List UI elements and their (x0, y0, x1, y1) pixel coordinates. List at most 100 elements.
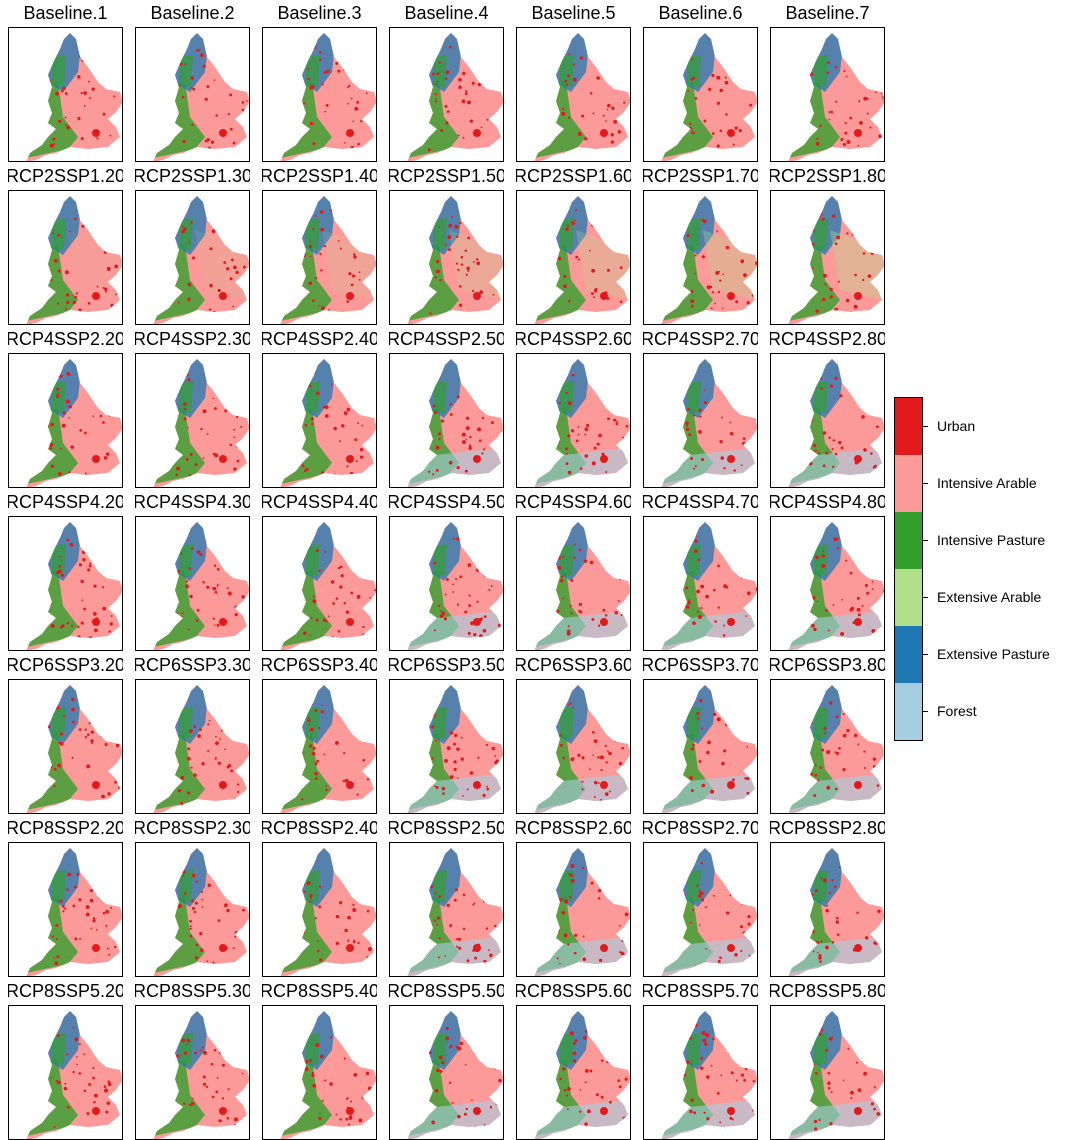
urban-dot (621, 614, 623, 616)
urban-dot (203, 457, 205, 459)
urban-dot (715, 271, 719, 275)
urban-dot (868, 728, 870, 730)
urban-dot (315, 372, 317, 374)
urban-dot (319, 570, 321, 572)
land (771, 1006, 884, 1139)
urban-dot (340, 475, 343, 478)
urban-dot (810, 721, 813, 724)
urban-dot (180, 553, 182, 555)
urban-dot (120, 247, 122, 250)
urban-dot (750, 1066, 752, 1068)
urban-dot (230, 444, 233, 447)
urban-dot (368, 947, 372, 951)
urban-dot (51, 465, 54, 468)
urban-dot (305, 424, 308, 427)
urban-dot (570, 252, 572, 254)
urban-dot (584, 137, 587, 140)
urban-dot (184, 63, 186, 65)
urban-dot (691, 747, 694, 750)
urban-dot (62, 905, 65, 908)
urban-dot (89, 562, 91, 564)
map-panel (8, 353, 123, 488)
urban-dot (184, 1051, 187, 1054)
north-pasture (687, 55, 701, 87)
urban-dot (88, 1083, 91, 1086)
urban-dot (58, 120, 61, 123)
urban-dot (877, 1041, 880, 1044)
urban-dot (434, 629, 436, 631)
london (600, 455, 608, 463)
urban-dot (698, 615, 702, 619)
urban-dot (812, 596, 816, 600)
panel-title: Baseline.7 (770, 1, 885, 25)
urban-dot (729, 1117, 732, 1120)
urban-dot (107, 792, 110, 795)
urban-dot (326, 70, 329, 73)
urban-dot (585, 454, 588, 457)
urban-dot (195, 463, 198, 466)
urban-dot (112, 716, 116, 720)
urban-dot (862, 216, 864, 218)
urban-dot (105, 910, 109, 914)
urban-dot (236, 416, 238, 418)
urban-dot (304, 537, 306, 539)
urban-dot (483, 960, 486, 963)
legend-label: Extensive Arable (937, 589, 1041, 605)
urban-dot (212, 587, 215, 590)
london (600, 618, 608, 626)
urban-dot (309, 385, 312, 388)
urban-dot (374, 1093, 376, 1096)
urban-dot (746, 548, 749, 551)
north-pasture (433, 381, 447, 413)
urban-dot (598, 889, 601, 892)
urban-dot (309, 744, 312, 747)
urban-dot (121, 736, 122, 740)
urban-dot (457, 604, 459, 606)
urban-dot (821, 1027, 823, 1029)
urban-dot (212, 229, 216, 233)
urban-dot (324, 245, 326, 247)
urban-dot (826, 786, 830, 790)
urban-dot (48, 945, 52, 949)
urban-dot (370, 229, 372, 231)
urban-dot (316, 760, 319, 763)
london (600, 292, 608, 300)
urban-dot (718, 960, 721, 963)
london (727, 129, 735, 137)
map-panel (262, 27, 377, 162)
urban-dot (71, 625, 73, 627)
urban-dot (564, 934, 568, 938)
urban-dot (828, 1087, 831, 1090)
urban-dot (599, 801, 603, 805)
urban-dot (361, 392, 364, 395)
urban-dot (695, 966, 697, 968)
urban-dot (431, 757, 433, 759)
urban-dot (336, 942, 339, 945)
urban-dot (835, 101, 837, 103)
urban-dot (610, 546, 613, 549)
urban-dot (463, 893, 466, 896)
urban-dot (220, 881, 223, 884)
urban-dot (731, 541, 733, 543)
urban-dot (181, 1039, 185, 1043)
urban-dot (614, 740, 616, 742)
urban-dot (238, 960, 242, 964)
urban-dot (108, 1082, 112, 1086)
urban-dot (429, 535, 433, 539)
urban-dot (236, 445, 239, 448)
land (136, 28, 249, 161)
london (727, 292, 735, 300)
urban-dot (462, 72, 465, 75)
urban-dot (210, 210, 212, 212)
urban-dot (54, 259, 58, 263)
urban-dot (878, 214, 881, 217)
map-panel (8, 190, 123, 325)
urban-dot (67, 873, 71, 877)
urban-dot (368, 82, 370, 84)
urban-dot (66, 538, 69, 541)
urban-dot (696, 590, 700, 594)
urban-dot (88, 302, 91, 305)
urban-dot (694, 273, 696, 275)
urban-dot (109, 376, 112, 379)
urban-dot (57, 955, 60, 958)
